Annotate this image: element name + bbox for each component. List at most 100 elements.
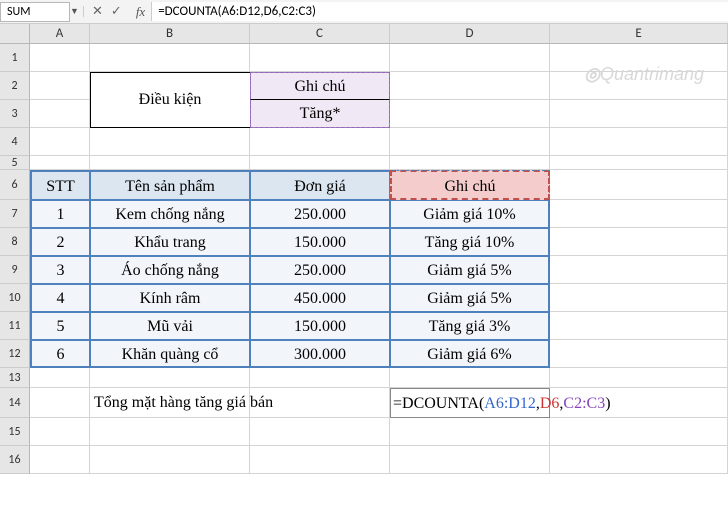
- cell-D2[interactable]: [390, 72, 550, 100]
- cell-C9[interactable]: 250.000: [250, 256, 390, 284]
- cell-E16[interactable]: [550, 446, 728, 474]
- cell-C6[interactable]: Đơn giá: [250, 170, 390, 200]
- cell-D4[interactable]: [390, 128, 550, 156]
- enter-icon[interactable]: ✓: [111, 4, 122, 19]
- cell-E4[interactable]: [550, 128, 728, 156]
- row-header-5[interactable]: 5: [0, 156, 30, 170]
- cell-A12[interactable]: 6: [30, 340, 90, 368]
- cell-D11[interactable]: Tăng giá 3%: [390, 312, 550, 340]
- row-header-11[interactable]: 11: [0, 312, 30, 340]
- cell-C3[interactable]: Tăng*: [250, 100, 390, 128]
- cell-C12[interactable]: 300.000: [250, 340, 390, 368]
- cell-B9[interactable]: Áo chống nắng: [90, 256, 250, 284]
- cell-D8[interactable]: Tăng giá 10%: [390, 228, 550, 256]
- cell-D5[interactable]: [390, 156, 550, 170]
- row-header-9[interactable]: 9: [0, 256, 30, 284]
- cell-A6[interactable]: STT: [30, 170, 90, 200]
- cell-D15[interactable]: [390, 418, 550, 446]
- cell-B13[interactable]: [90, 368, 250, 388]
- row-header-12[interactable]: 12: [0, 340, 30, 368]
- cell-D14[interactable]: =DCOUNTA(A6:D12,D6,C2:C3): [390, 388, 550, 418]
- cell-D6[interactable]: Ghi chú: [390, 170, 550, 200]
- cell-E5[interactable]: [550, 156, 728, 170]
- cell-A2[interactable]: [30, 72, 90, 100]
- col-header-C[interactable]: C: [250, 24, 390, 43]
- cell-D3[interactable]: [390, 100, 550, 128]
- cell-B8[interactable]: Khẩu trang: [90, 228, 250, 256]
- cell-C5[interactable]: [250, 156, 390, 170]
- row-header-1[interactable]: 1: [0, 44, 30, 72]
- row-header-14[interactable]: 14: [0, 388, 30, 418]
- cell-B5[interactable]: [90, 156, 250, 170]
- cell-B10[interactable]: Kính râm: [90, 284, 250, 312]
- name-box-dropdown[interactable]: ▼: [70, 6, 84, 17]
- cell-B7[interactable]: Kem chống nắng: [90, 200, 250, 228]
- cell-C10[interactable]: 450.000: [250, 284, 390, 312]
- cell-A7[interactable]: 1: [30, 200, 90, 228]
- cell-E7[interactable]: [550, 200, 728, 228]
- cell-B15[interactable]: [90, 418, 250, 446]
- cell-D12[interactable]: Giảm giá 6%: [390, 340, 550, 368]
- cell-A16[interactable]: [30, 446, 90, 474]
- row-header-3[interactable]: 3: [0, 100, 30, 128]
- cell-C2[interactable]: Ghi chú: [250, 72, 390, 100]
- cell-C14[interactable]: [250, 388, 390, 418]
- cell-B16[interactable]: [90, 446, 250, 474]
- cell-A9[interactable]: 3: [30, 256, 90, 284]
- cell-A15[interactable]: [30, 418, 90, 446]
- cell-C4[interactable]: [250, 128, 390, 156]
- row-header-16[interactable]: 16: [0, 446, 30, 474]
- cell-A10[interactable]: 4: [30, 284, 90, 312]
- cell-A4[interactable]: [30, 128, 90, 156]
- cell-B4[interactable]: [90, 128, 250, 156]
- col-header-D[interactable]: D: [390, 24, 550, 43]
- cell-C16[interactable]: [250, 446, 390, 474]
- row-header-15[interactable]: 15: [0, 418, 30, 446]
- col-header-A[interactable]: A: [30, 24, 90, 43]
- cell-D13[interactable]: [390, 368, 550, 388]
- cell-C11[interactable]: 150.000: [250, 312, 390, 340]
- row-header-13[interactable]: 13: [0, 368, 30, 388]
- row-header-10[interactable]: 10: [0, 284, 30, 312]
- cell-E6[interactable]: [550, 170, 728, 200]
- col-header-B[interactable]: B: [90, 24, 250, 43]
- cell-E12[interactable]: [550, 340, 728, 368]
- cell-D7[interactable]: Giảm giá 10%: [390, 200, 550, 228]
- cell-E9[interactable]: [550, 256, 728, 284]
- cell-B11[interactable]: Mũ vải: [90, 312, 250, 340]
- cell-D16[interactable]: [390, 446, 550, 474]
- cell-E3[interactable]: [550, 100, 728, 128]
- cell-A1[interactable]: [30, 44, 90, 72]
- fx-icon[interactable]: fx: [130, 4, 151, 20]
- cell-E13[interactable]: [550, 368, 728, 388]
- cell-D9[interactable]: Giảm giá 5%: [390, 256, 550, 284]
- cell-B1[interactable]: [90, 44, 250, 72]
- cell-C13[interactable]: [250, 368, 390, 388]
- cell-E15[interactable]: [550, 418, 728, 446]
- cell-C8[interactable]: 150.000: [250, 228, 390, 256]
- row-header-6[interactable]: 6: [0, 170, 30, 200]
- cell-E11[interactable]: [550, 312, 728, 340]
- cell-B14[interactable]: Tổng mặt hàng tăng giá bán: [90, 388, 250, 418]
- formula-bar[interactable]: =DCOUNTA(A6:D12,D6,C2:C3): [151, 2, 728, 21]
- cell-A3[interactable]: [30, 100, 90, 128]
- cell-C15[interactable]: [250, 418, 390, 446]
- select-all-corner[interactable]: [0, 24, 30, 43]
- cell-A5[interactable]: [30, 156, 90, 170]
- cell-E8[interactable]: [550, 228, 728, 256]
- row-header-7[interactable]: 7: [0, 200, 30, 228]
- cell-A8[interactable]: 2: [30, 228, 90, 256]
- cell-C1[interactable]: [250, 44, 390, 72]
- cell-D10[interactable]: Giảm giá 5%: [390, 284, 550, 312]
- cell-C7[interactable]: 250.000: [250, 200, 390, 228]
- col-header-E[interactable]: E: [550, 24, 728, 43]
- row-header-4[interactable]: 4: [0, 128, 30, 156]
- cell-B6[interactable]: Tên sản phẩm: [90, 170, 250, 200]
- cell-A14[interactable]: [30, 388, 90, 418]
- cancel-icon[interactable]: ✕: [92, 4, 103, 19]
- cell-D1[interactable]: [390, 44, 550, 72]
- cell-E10[interactable]: [550, 284, 728, 312]
- cell-A11[interactable]: 5: [30, 312, 90, 340]
- row-header-8[interactable]: 8: [0, 228, 30, 256]
- cell-B12[interactable]: Khăn quàng cổ: [90, 340, 250, 368]
